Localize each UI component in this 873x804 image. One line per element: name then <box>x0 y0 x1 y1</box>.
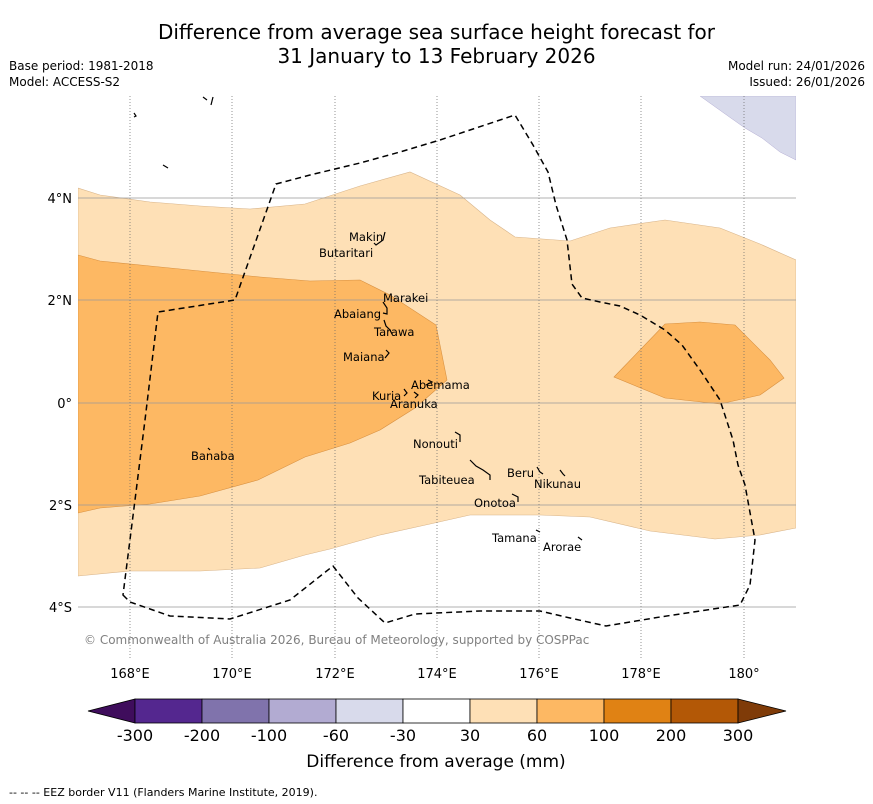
lon-label-172e: 172°E <box>315 667 355 682</box>
island-label-marakei: Marakei <box>383 291 428 305</box>
island-label-nikunau: Nikunau <box>534 477 581 491</box>
colorbar-tick-label: 200 <box>656 726 687 745</box>
colorbar <box>87 698 787 724</box>
island-label-banaba: Banaba <box>191 449 235 463</box>
island-label-abemama: Abemama <box>411 378 470 392</box>
lat-label-0: 0° <box>57 397 72 412</box>
colorbar-tick-label: -60 <box>323 726 349 745</box>
lat-label-4n: 4°N <box>48 192 73 207</box>
model-name: Model: ACCESS-S2 <box>9 75 121 89</box>
colorbar-segment <box>670 698 739 724</box>
eez-border <box>122 114 756 627</box>
colorbar-tick-labels: -300 -200 -100 -60 -30 30 60 100 200 300 <box>117 726 753 745</box>
colorbar-segment <box>603 698 672 724</box>
colorbar-segment <box>402 698 471 724</box>
parallel-lines <box>78 197 796 608</box>
colorbar-extend-max <box>737 698 787 724</box>
colorbar-segment <box>469 698 538 724</box>
lon-label-180: 180° <box>728 667 759 682</box>
island-label-abaiang: Abaiang <box>334 307 381 321</box>
title-line-1: Difference from average sea surface heig… <box>157 20 716 44</box>
colorbar-tick-label: -100 <box>251 726 287 745</box>
colorbar-tick-label: -200 <box>184 726 220 745</box>
map-plot-area: Makin Butaritari Marakei Abaiang Tarawa … <box>78 96 796 659</box>
latitude-labels: 4°N 2°N 0° 2°S 4°S <box>48 192 73 616</box>
lon-label-170e: 170°E <box>212 667 252 682</box>
colorbar-segment <box>536 698 605 724</box>
colorbar-extend-min <box>87 698 136 724</box>
colorbar-tick-label: 60 <box>527 726 547 745</box>
island-label-makin: Makin <box>349 230 383 244</box>
longitude-labels: 168°E 170°E 172°E 174°E 176°E 178°E 180° <box>110 667 759 682</box>
colorbar-label: Difference from average (mm) <box>306 752 565 772</box>
eez-legend-note: -- -- -- EEZ border V11 (Flanders Marine… <box>9 786 318 799</box>
island-label-butaritari: Butaritari <box>319 246 373 260</box>
lon-label-176e: 176°E <box>519 667 559 682</box>
colorbar-tick-label: 300 <box>723 726 754 745</box>
colorbar-tick-label: 100 <box>589 726 620 745</box>
island-label-tarawa: Tarawa <box>373 325 414 339</box>
run-info: Model run: 24/01/2026 Issued: 26/01/2026 <box>728 58 865 90</box>
island-label-nonouti: Nonouti <box>413 437 458 451</box>
map-title: Difference from average sea surface heig… <box>0 20 873 68</box>
island-label-maiana: Maiana <box>343 350 385 364</box>
lon-label-168e: 168°E <box>110 667 150 682</box>
colorbar-tick-label: -30 <box>390 726 416 745</box>
anomaly-60-100-west-region <box>78 254 448 514</box>
colorbar-segment <box>268 698 337 724</box>
colorbar-segment <box>201 698 270 724</box>
title-line-2: 31 January to 13 February 2026 <box>277 44 596 68</box>
island-label-onotoa: Onotoa <box>474 496 516 510</box>
lat-label-2n: 2°N <box>48 294 73 309</box>
island-outlines <box>133 96 583 541</box>
issued-date: Issued: 26/01/2026 <box>749 75 865 89</box>
lon-label-178e: 178°E <box>621 667 661 682</box>
island-labels: Makin Butaritari Marakei Abaiang Tarawa … <box>191 230 581 554</box>
island-label-tabiteuea: Tabiteuea <box>418 473 475 487</box>
copyright-notice: © Commonwealth of Australia 2026, Bureau… <box>84 633 589 647</box>
model-info: Base period: 1981-2018 Model: ACCESS-S2 <box>9 58 154 90</box>
colorbar-segment <box>134 698 203 724</box>
anomaly-neg30-neg60-region <box>699 96 796 161</box>
colorbar-tick-label: 30 <box>460 726 480 745</box>
lat-label-2s: 2°S <box>49 499 72 514</box>
base-period: Base period: 1981-2018 <box>9 59 154 73</box>
lat-label-4s: 4°S <box>49 601 72 616</box>
meridian-lines <box>129 96 745 659</box>
colorbar-segment <box>335 698 404 724</box>
island-label-beru: Beru <box>507 466 534 480</box>
colorbar-tick-label: -300 <box>117 726 153 745</box>
lon-label-174e: 174°E <box>417 667 457 682</box>
model-run-date: Model run: 24/01/2026 <box>727 59 865 73</box>
island-label-arorae: Arorae <box>543 540 581 554</box>
island-label-kuria: Kuria <box>372 389 401 403</box>
anomaly-60-100-east-region <box>613 321 785 405</box>
island-label-aranuka: Aranuka <box>390 397 438 411</box>
island-label-tamana: Tamana <box>491 531 537 545</box>
